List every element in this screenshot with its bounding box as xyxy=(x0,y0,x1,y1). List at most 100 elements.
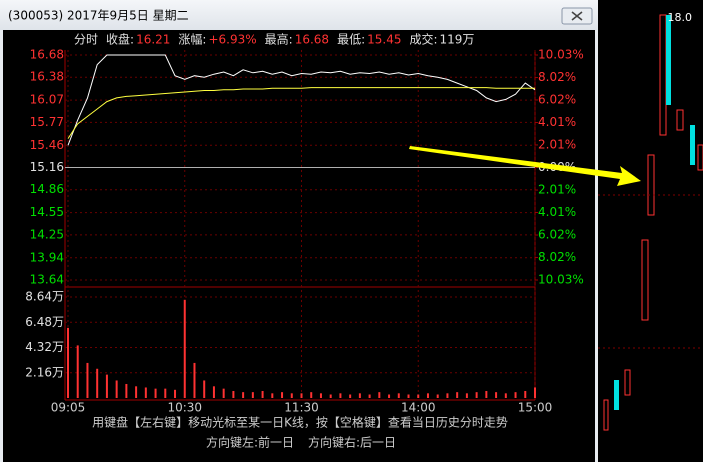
volume-bar xyxy=(86,362,89,398)
volume-bar xyxy=(261,390,264,398)
volume-bar xyxy=(212,386,215,398)
header-low-label: 最低: xyxy=(337,33,365,47)
volume-bar xyxy=(436,394,439,398)
y2-tick-label: 10.03% xyxy=(538,273,584,287)
volume-bar xyxy=(290,393,293,398)
volume-bar xyxy=(378,392,381,398)
y-tick-label: 13.94 xyxy=(30,250,64,264)
volume-bar xyxy=(388,394,391,398)
volume-bar xyxy=(115,380,118,398)
y-tick-label: 15.46 xyxy=(30,138,64,152)
volume-bar xyxy=(164,388,167,398)
header-period: 分时 xyxy=(74,33,98,47)
header-volume-label: 成交: xyxy=(409,32,437,47)
volume-bar xyxy=(504,393,507,398)
plot: 16.68 16.38 16.07 15.77 15.46 15.16 14.86 14.55… xyxy=(25,48,584,415)
volume-bar xyxy=(310,392,313,398)
header-low: 15.45 xyxy=(367,33,401,47)
header-close-label: 收盘: xyxy=(106,32,134,47)
volume-bar xyxy=(300,393,303,398)
volume-bar xyxy=(76,345,79,398)
close-button[interactable] xyxy=(561,7,593,25)
x-tick-label: 14:00 xyxy=(401,401,436,415)
y-tick-label: 14.55 xyxy=(30,205,64,219)
background-label: 18.0 xyxy=(668,11,693,24)
volume-bar xyxy=(368,394,371,398)
footer-next: 方向键右:后一日 xyxy=(308,435,396,450)
x-tick-label: 15:00 xyxy=(518,401,553,415)
window-title: (300053) 2017年9月5日 星期二 xyxy=(8,9,189,23)
volume-bar xyxy=(417,394,420,398)
header-change: +6.93% xyxy=(208,33,256,47)
volume-bar xyxy=(67,327,69,398)
y-tick-label: 2.16万 xyxy=(25,365,64,379)
volume-bar xyxy=(242,392,245,398)
y-tick-label: 14.25 xyxy=(30,227,64,241)
y-tick-label: 6.48万 xyxy=(25,315,64,329)
y-tick-label: 15.16 xyxy=(30,160,64,174)
y-tick-label: 4.32万 xyxy=(25,340,64,354)
footer-prev: 方向键左:前一日 xyxy=(206,435,294,450)
title-bar xyxy=(0,0,598,30)
volume-bar xyxy=(446,393,449,398)
volume-bar xyxy=(222,388,225,398)
volume-bar xyxy=(397,393,400,398)
header-high-label: 最高: xyxy=(265,32,293,47)
y-tick-label: 16.68 xyxy=(30,48,64,62)
volume-bar xyxy=(456,392,459,398)
volume-bar xyxy=(281,392,284,398)
volume-bar xyxy=(349,394,352,398)
y-tick-label: 16.38 xyxy=(30,70,64,84)
y-tick-label: 14.86 xyxy=(30,182,64,196)
volume-bar xyxy=(232,390,235,398)
y2-tick-label: 8.02% xyxy=(538,70,576,84)
x-tick-label: 09:05 xyxy=(51,401,86,415)
y-tick-label: 8.64万 xyxy=(25,290,64,304)
volume-bar xyxy=(251,392,254,398)
footer-hint: 用键盘【左右键】移动光标至某一日K线，按【空格键】查看当日历史分时走势 xyxy=(92,415,508,430)
volume-bar xyxy=(514,392,517,398)
header-close: 16.21 xyxy=(136,33,170,47)
y2-tick-label: 2.01% xyxy=(538,137,576,151)
volume-bar xyxy=(174,389,177,398)
volume-bar xyxy=(125,383,128,398)
volume-bar xyxy=(96,368,99,398)
volume-bar xyxy=(135,386,138,398)
volume-bar xyxy=(339,393,342,398)
volume-bar xyxy=(524,390,527,398)
price-line xyxy=(67,87,535,139)
y2-tick-label: 4.01% xyxy=(538,115,576,129)
volume-bar xyxy=(534,387,536,398)
header: 分时 收盘: 16.21 涨幅: +6.93% 最高: 16.68 最低: 15.45 成交: 11… xyxy=(74,32,474,47)
volume-bar xyxy=(495,392,498,398)
price-line xyxy=(67,54,536,146)
volume-bar xyxy=(271,393,274,398)
x-tick-label: 10:30 xyxy=(167,401,202,415)
volume-bar xyxy=(154,388,157,398)
volume-bar xyxy=(193,362,196,398)
volume-bar xyxy=(183,299,186,398)
volume-bar xyxy=(465,393,468,398)
volume-bar xyxy=(358,393,361,398)
volume-bar xyxy=(144,387,147,398)
background-candles xyxy=(598,14,703,431)
volume-bar xyxy=(105,374,108,398)
volume-bar xyxy=(407,394,410,398)
volume-bar xyxy=(203,380,206,398)
x-tick-label: 11:30 xyxy=(284,401,319,415)
y-tick-label: 16.07 xyxy=(30,93,64,107)
annotation-arrow xyxy=(409,146,641,186)
volume-bar xyxy=(485,390,488,398)
y2-tick-label: 2.01% xyxy=(538,183,576,197)
volume-bar xyxy=(329,394,332,398)
volume-bar xyxy=(319,393,322,398)
y2-tick-label: 6.02% xyxy=(538,228,576,242)
header-high: 16.68 xyxy=(295,33,329,47)
y2-tick-label: 10.03% xyxy=(538,48,584,62)
y2-tick-label: 6.02% xyxy=(538,92,576,106)
y-tick-label: 13.64 xyxy=(30,273,64,287)
volume-bar xyxy=(426,393,429,398)
y2-tick-label: 4.01% xyxy=(538,205,576,219)
header-volume: 119万 xyxy=(440,33,475,47)
header-change-label: 涨幅: xyxy=(178,32,206,47)
